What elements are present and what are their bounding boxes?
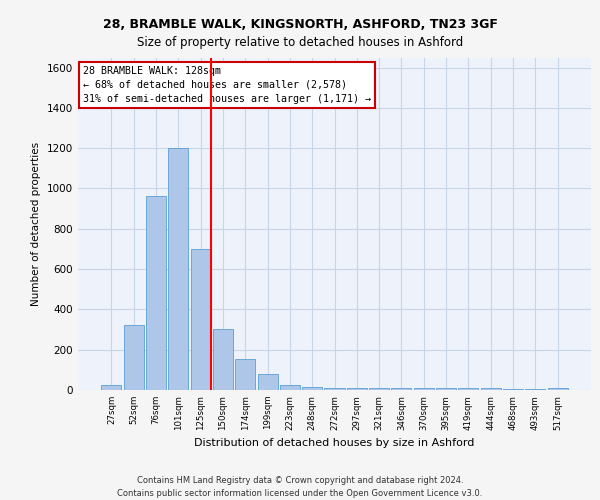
Text: Size of property relative to detached houses in Ashford: Size of property relative to detached ho…	[137, 36, 463, 49]
Bar	[414, 388, 434, 390]
Bar	[213, 328, 233, 390]
Bar	[302, 387, 322, 390]
Bar	[347, 388, 367, 390]
Bar	[325, 388, 344, 390]
Bar	[369, 388, 389, 390]
Bar	[191, 249, 211, 390]
Bar	[124, 324, 144, 390]
Text: 28 BRAMBLE WALK: 128sqm
← 68% of detached houses are smaller (2,578)
31% of semi: 28 BRAMBLE WALK: 128sqm ← 68% of detache…	[83, 66, 371, 104]
Bar	[503, 389, 523, 390]
Bar	[168, 148, 188, 390]
Bar	[391, 388, 412, 390]
Bar	[146, 196, 166, 390]
Text: 28, BRAMBLE WALK, KINGSNORTH, ASHFORD, TN23 3GF: 28, BRAMBLE WALK, KINGSNORTH, ASHFORD, T…	[103, 18, 497, 30]
Bar	[458, 388, 478, 390]
Bar	[436, 388, 456, 390]
Text: Contains HM Land Registry data © Crown copyright and database right 2024.
Contai: Contains HM Land Registry data © Crown c…	[118, 476, 482, 498]
Y-axis label: Number of detached properties: Number of detached properties	[31, 142, 41, 306]
Bar	[101, 385, 121, 390]
Bar	[257, 374, 278, 390]
Bar	[280, 385, 300, 390]
Bar	[548, 388, 568, 390]
Bar	[235, 359, 255, 390]
X-axis label: Distribution of detached houses by size in Ashford: Distribution of detached houses by size …	[194, 438, 475, 448]
Bar	[481, 388, 501, 390]
Bar	[525, 389, 545, 390]
